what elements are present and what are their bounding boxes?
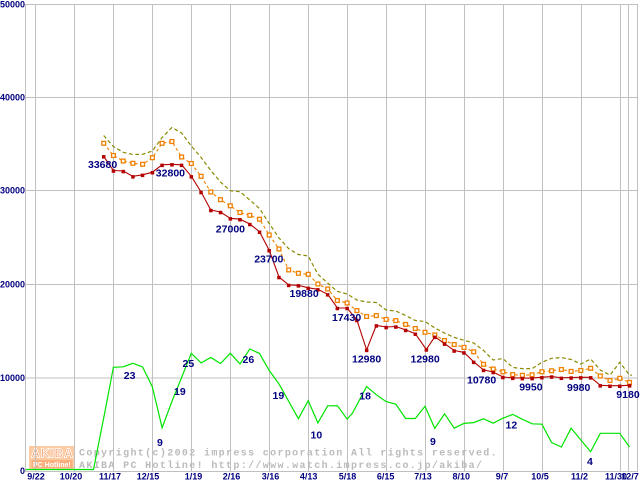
- svg-text:9/22: 9/22: [27, 472, 45, 480]
- svg-text:10/5: 10/5: [531, 472, 549, 480]
- svg-text:PC Hotline!: PC Hotline!: [33, 462, 71, 469]
- svg-text:30000: 30000: [0, 186, 25, 196]
- svg-text:33680: 33680: [88, 159, 117, 171]
- svg-text:10780: 10780: [467, 375, 496, 387]
- svg-text:50000: 50000: [0, 0, 25, 10]
- svg-text:18: 18: [359, 391, 371, 403]
- svg-text:19: 19: [174, 386, 186, 398]
- svg-text:19880: 19880: [290, 288, 319, 300]
- svg-text:19: 19: [273, 390, 285, 402]
- svg-text:12/7: 12/7: [621, 472, 639, 480]
- svg-text:8/10: 8/10: [453, 472, 471, 480]
- svg-text:9950: 9950: [519, 381, 543, 393]
- svg-text:9/7: 9/7: [496, 472, 509, 480]
- svg-text:23: 23: [124, 370, 136, 382]
- svg-text:1/19: 1/19: [185, 472, 203, 480]
- svg-text:AKIBA: AKIBA: [31, 447, 74, 461]
- svg-text:4: 4: [587, 456, 593, 468]
- svg-text:32800: 32800: [156, 168, 185, 180]
- svg-text:6/15: 6/15: [377, 472, 395, 480]
- svg-text:10/20: 10/20: [60, 472, 83, 480]
- svg-text:11/17: 11/17: [99, 472, 121, 480]
- svg-text:9: 9: [430, 436, 436, 448]
- svg-text:2/16: 2/16: [223, 472, 241, 480]
- svg-text:11/30: 11/30: [605, 472, 627, 480]
- svg-text:12/15: 12/15: [137, 472, 160, 480]
- svg-text:9: 9: [157, 437, 163, 449]
- svg-text:3/16: 3/16: [262, 472, 280, 480]
- svg-text:10000: 10000: [0, 373, 25, 383]
- svg-text:27000: 27000: [216, 224, 245, 236]
- svg-text:25: 25: [183, 358, 195, 370]
- svg-text:12: 12: [506, 420, 518, 432]
- svg-text:Copyright(c)2002 impress corpo: Copyright(c)2002 impress corporation All…: [79, 447, 498, 459]
- svg-text:9180: 9180: [616, 389, 640, 401]
- svg-text:20000: 20000: [0, 280, 25, 290]
- svg-text:4/13: 4/13: [300, 472, 318, 480]
- svg-text:5/18: 5/18: [339, 472, 357, 480]
- svg-text:9980: 9980: [567, 382, 591, 394]
- svg-text:0: 0: [20, 466, 25, 476]
- svg-text:17430: 17430: [332, 312, 361, 324]
- svg-text:7/13: 7/13: [414, 472, 432, 480]
- svg-text:AKIBA PC Hotline! http://www.: AKIBA PC Hotline! http://www.watch.impre…: [79, 460, 483, 472]
- svg-text:10: 10: [311, 430, 323, 442]
- svg-text:12980: 12980: [352, 353, 381, 365]
- svg-text:11/2: 11/2: [571, 472, 588, 480]
- svg-text:23700: 23700: [254, 253, 283, 265]
- svg-text:12980: 12980: [411, 353, 440, 365]
- svg-text:40000: 40000: [0, 93, 25, 103]
- svg-text:26: 26: [243, 354, 255, 366]
